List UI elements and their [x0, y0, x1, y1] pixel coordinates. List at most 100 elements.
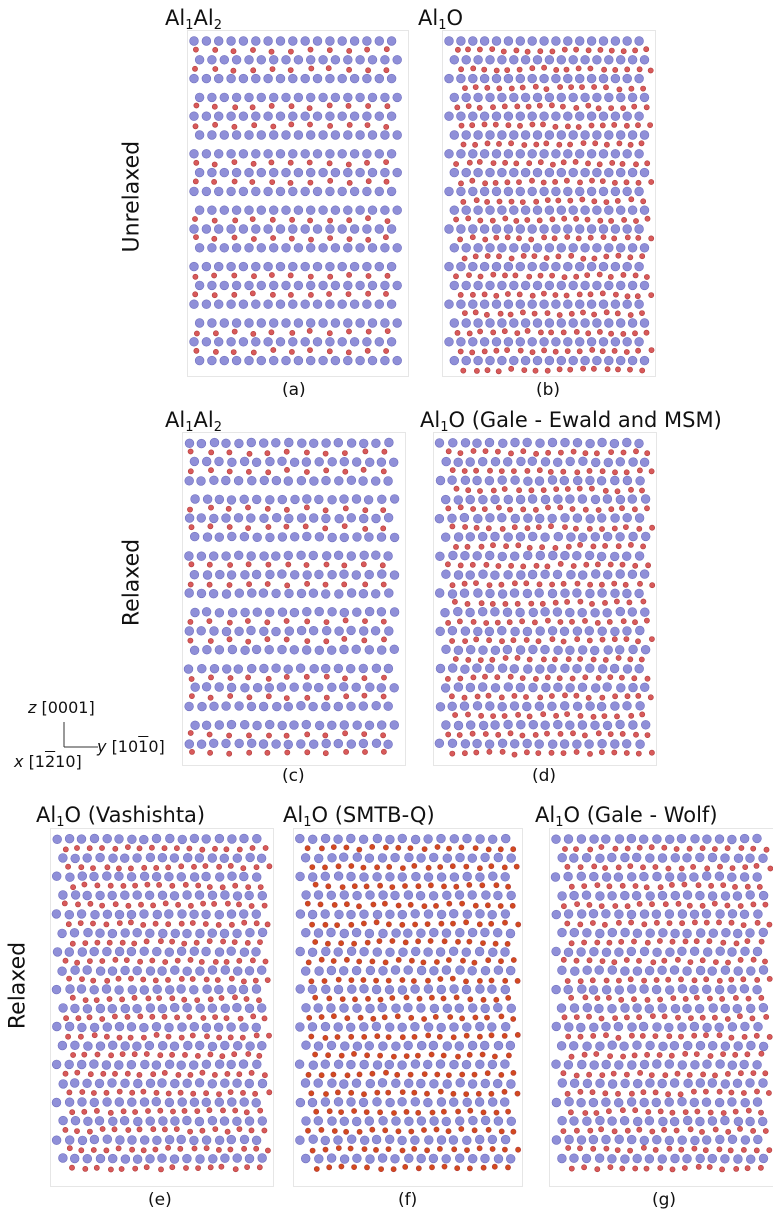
aluminum-atom — [639, 1135, 650, 1146]
aluminum-atom — [403, 928, 413, 938]
oxygen-atom — [640, 864, 646, 871]
aluminum-atom — [184, 739, 195, 749]
aluminum-atom — [509, 588, 520, 598]
aluminum-atom — [339, 644, 349, 655]
oxygen-atom — [627, 1147, 633, 1154]
aluminum-atom — [127, 1135, 137, 1145]
oxygen-atom — [119, 996, 125, 1003]
oxygen-atom — [695, 1163, 702, 1170]
aluminum-atom — [139, 909, 149, 919]
oxygen-atom — [520, 448, 527, 455]
oxygen-atom — [449, 582, 456, 589]
aluminum-atom — [544, 167, 555, 178]
aluminum-atom — [307, 947, 318, 958]
oxygen-atom — [449, 975, 456, 982]
aluminum-atom — [340, 1041, 350, 1051]
aluminum-atom — [392, 130, 402, 140]
oxygen-atom — [90, 977, 97, 984]
aluminum-atom — [209, 551, 219, 561]
oxygen-atom — [532, 731, 539, 738]
oxygen-atom — [652, 1033, 659, 1039]
oxygen-atom — [485, 692, 492, 699]
aluminum-atom — [259, 475, 270, 486]
oxygen-atom — [288, 235, 295, 242]
aluminum-atom — [227, 871, 237, 881]
aluminum-atom — [758, 1003, 769, 1013]
aluminum-atom — [293, 243, 304, 253]
oxygen-atom — [481, 291, 488, 298]
aluminum-atom — [664, 1135, 675, 1146]
aluminum-atom — [626, 833, 637, 844]
oxygen-atom — [402, 883, 408, 889]
aluminum-atom — [639, 130, 650, 140]
aluminum-atom — [246, 437, 257, 448]
aluminum-atom — [52, 834, 62, 845]
oxygen-atom — [521, 367, 528, 373]
oxygen-atom — [394, 1071, 401, 1078]
aluminum-atom — [252, 720, 262, 731]
aluminum-atom — [301, 457, 312, 467]
aluminum-atom — [232, 1002, 242, 1013]
aluminum-atom — [639, 457, 650, 467]
aluminum-atom — [657, 965, 667, 976]
oxygen-atom — [177, 1089, 184, 1096]
oxygen-atom — [323, 638, 330, 645]
aluminum-atom — [221, 438, 231, 449]
aluminum-atom — [708, 1041, 718, 1051]
oxygen-atom — [322, 1146, 329, 1153]
oxygen-atom — [624, 234, 631, 241]
oxygen-atom — [501, 1088, 508, 1095]
aluminum-atom — [634, 664, 644, 674]
aluminum-atom — [441, 720, 451, 730]
oxygen-atom — [327, 177, 334, 184]
aluminum-atom — [202, 532, 213, 542]
aluminum-atom — [244, 318, 254, 328]
oxygen-atom — [256, 1052, 263, 1059]
aluminum-atom — [256, 92, 267, 103]
aluminum-atom — [386, 261, 397, 272]
aluminum-atom — [491, 299, 502, 309]
aluminum-atom — [516, 456, 526, 467]
oxygen-atom — [598, 1126, 604, 1133]
aluminum-atom — [139, 1097, 150, 1107]
aluminum-atom — [221, 664, 232, 674]
oxygen-atom — [119, 1051, 126, 1057]
aluminum-atom — [584, 550, 595, 561]
oxygen-atom — [100, 1070, 107, 1077]
oxygen-atom — [225, 505, 232, 512]
aluminum-atom — [268, 205, 279, 215]
aluminum-atom — [77, 947, 87, 957]
aluminum-atom — [758, 1153, 769, 1164]
aluminum-atom — [480, 1078, 491, 1089]
oxygen-atom — [181, 996, 188, 1003]
aluminum-atom — [460, 438, 471, 448]
oxygen-atom — [711, 900, 718, 907]
aluminum-atom — [503, 186, 514, 197]
oxygen-atom — [402, 939, 409, 946]
aluminum-atom — [506, 1079, 516, 1089]
oxygen-atom — [586, 957, 593, 964]
aluminum-atom — [252, 683, 263, 693]
oxygen-atom — [573, 692, 580, 699]
aluminum-atom — [553, 531, 564, 542]
aluminum-atom — [628, 682, 638, 693]
oxygen-atom — [192, 291, 199, 298]
oxygen-atom — [602, 543, 608, 549]
aluminum-atom — [301, 1003, 311, 1013]
aluminum-atom — [372, 947, 383, 957]
oxygen-atom — [533, 198, 540, 205]
oxygen-atom — [641, 1144, 647, 1151]
oxygen-atom — [686, 1071, 693, 1078]
aluminum-atom — [479, 261, 490, 272]
aluminum-atom — [404, 1116, 414, 1126]
aluminum-atom — [305, 355, 316, 366]
aluminum-atom — [313, 1003, 323, 1013]
oxygen-atom — [506, 619, 513, 626]
aluminum-atom — [568, 92, 578, 103]
aluminum-atom — [602, 682, 612, 692]
aluminum-atom — [520, 92, 531, 103]
oxygen-atom — [604, 366, 611, 373]
aluminum-atom — [601, 834, 611, 844]
oxygen-atom — [568, 994, 574, 1001]
aluminum-atom — [509, 318, 519, 328]
